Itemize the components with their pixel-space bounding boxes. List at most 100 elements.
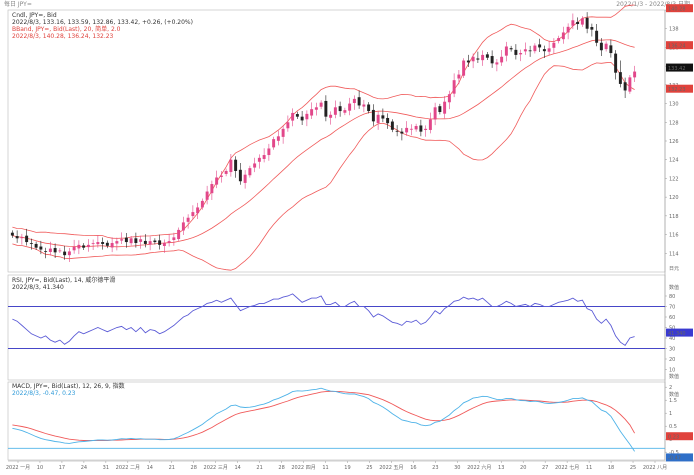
- candle-body: [29, 243, 33, 244]
- price-tick-label: 116: [669, 233, 679, 239]
- macd-signal-badge: 0.23: [668, 435, 679, 441]
- x-tick-label: 10: [37, 465, 43, 471]
- price-tick-label: 124: [669, 158, 679, 164]
- candle-body: [181, 222, 185, 231]
- candle-body: [196, 207, 200, 214]
- x-tick-label: 2022 一月: [6, 465, 30, 471]
- candle-body: [357, 97, 361, 106]
- price-panel-frame: [7, 9, 666, 273]
- x-tick-label: 25: [630, 465, 636, 471]
- candle-body: [238, 169, 242, 182]
- x-tick-label: 25: [366, 465, 372, 471]
- x-tick-label: 27: [542, 465, 548, 471]
- candle-body: [253, 163, 257, 168]
- macd-tick-label: -0.5: [669, 450, 679, 456]
- candle-body: [348, 103, 352, 111]
- x-tick-label: 14: [234, 465, 240, 471]
- candle-body: [561, 32, 565, 40]
- x-tick-label: 2022 二月: [116, 465, 140, 471]
- bb-middle-badge: 136.24: [668, 43, 686, 49]
- candle-body: [538, 44, 542, 48]
- bollinger-middle-line: [12, 39, 635, 248]
- rsi-tick-label: 40: [669, 336, 675, 342]
- candle-body: [609, 45, 613, 54]
- candle-body: [96, 242, 100, 245]
- candle-body: [500, 56, 504, 63]
- macd-signal-line: [12, 390, 635, 441]
- candle-body: [390, 121, 394, 130]
- price-legend-line-2: 2022/8/3, 133.16, 133.59, 132.86, 133.42…: [12, 19, 193, 26]
- price-tick-label: 126: [669, 139, 679, 145]
- bollinger-upper-line: [12, 4, 635, 239]
- x-tick-label: 23: [432, 465, 438, 471]
- bb-lower-badge: 132.23: [668, 87, 686, 93]
- candle-body: [162, 242, 166, 246]
- rsi-axis-unit: 数值: [669, 373, 679, 380]
- candle-body: [509, 48, 513, 50]
- title-bar: 每日 JPY= 2022/1/3 - 2022/8/3 日期: [0, 0, 694, 9]
- macd-tick-label: 0.5: [669, 424, 677, 430]
- price-tick-label: 138: [669, 27, 679, 33]
- candle-body: [20, 237, 24, 239]
- candle-body: [300, 116, 304, 121]
- price-tick-label: 122: [669, 176, 679, 182]
- candle-body: [519, 53, 523, 55]
- candle-body: [476, 58, 480, 60]
- candle-body: [604, 43, 608, 50]
- price-tick-label: 128: [669, 120, 679, 126]
- rsi-axis-unit-top: 数值: [669, 284, 679, 291]
- candle-body: [101, 242, 105, 244]
- candle-body: [120, 239, 124, 241]
- candle-body: [405, 127, 409, 133]
- rsi-tick-label: 70: [669, 305, 675, 311]
- x-tick-label: 2022 三月: [204, 465, 228, 471]
- candle-body: [167, 241, 171, 243]
- price-axis-unit: 日元: [669, 266, 679, 272]
- candle-body: [633, 71, 637, 78]
- candle-body: [419, 125, 423, 132]
- candle-body: [295, 114, 299, 117]
- candle-body: [319, 102, 323, 107]
- x-tick-label: 19: [344, 465, 350, 471]
- candle-body: [129, 238, 133, 244]
- candle-body: [148, 241, 152, 245]
- price-legend: Cndl, JPY=, Bid 2022/8/3, 133.16, 133.59…: [12, 12, 193, 40]
- candle-body: [82, 245, 86, 248]
- candle-body: [286, 122, 290, 129]
- candle-body: [215, 177, 219, 185]
- rsi-tick-label: 30: [669, 347, 675, 353]
- x-tick-label: 28: [278, 465, 284, 471]
- x-tick-label: 16: [410, 465, 416, 471]
- candle-body: [53, 248, 57, 253]
- rsi-line: [12, 293, 635, 347]
- candle-body: [552, 42, 556, 48]
- candle-body: [376, 114, 380, 124]
- x-tick-label: 2022 八月: [643, 465, 667, 471]
- x-tick-label: 18: [608, 465, 614, 471]
- candle-body: [243, 174, 247, 183]
- candle-body: [514, 49, 518, 55]
- candle-body: [457, 74, 461, 79]
- macd-axis-unit-top: 数值: [669, 391, 679, 398]
- candle-body: [186, 217, 190, 222]
- macd-tick-label: 1: [669, 411, 672, 417]
- candle-body: [428, 119, 432, 130]
- x-tick-label: 11: [322, 465, 328, 471]
- price-tick-label: 118: [669, 214, 679, 220]
- candle-body: [291, 112, 295, 121]
- rsi-badge: 41.340: [668, 331, 686, 337]
- candle-body: [485, 54, 489, 58]
- candle-body: [267, 148, 271, 156]
- candle-body: [177, 229, 181, 240]
- rsi-legend: RSI, JPY=, Bid(Last), 14, 威尔德平滑 2022/8/3…: [12, 277, 115, 291]
- candle-body: [590, 27, 594, 30]
- candle-body: [490, 56, 494, 64]
- candle-body: [134, 238, 138, 243]
- candle-body: [63, 251, 67, 256]
- x-tick-label: 2022 七月: [555, 464, 579, 471]
- candle-body: [452, 80, 456, 94]
- candle-body: [10, 232, 14, 236]
- x-tick-label: 11: [586, 465, 592, 471]
